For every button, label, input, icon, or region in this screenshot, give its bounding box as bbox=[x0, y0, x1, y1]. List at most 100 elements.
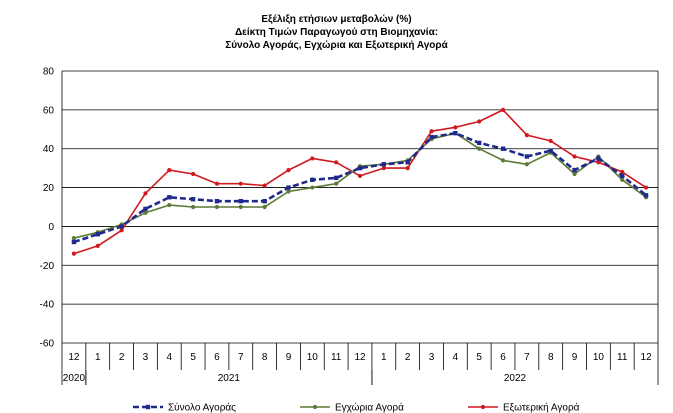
x-tick-label: 4 bbox=[453, 352, 459, 363]
x-tick-label: 11 bbox=[617, 352, 628, 363]
data-point-series-2 bbox=[596, 160, 601, 165]
data-point-series-2 bbox=[167, 167, 172, 173]
x-tick-label: 2 bbox=[119, 352, 125, 363]
x-tick-label: 8 bbox=[548, 352, 554, 363]
data-point-series-0 bbox=[214, 198, 220, 204]
series-lines bbox=[71, 107, 649, 256]
legend-label: Εξωτερική Αγορά bbox=[503, 402, 580, 413]
data-point-series-2 bbox=[119, 228, 124, 233]
data-point-series-2 bbox=[95, 243, 100, 248]
x-tick-label: 1 bbox=[381, 352, 387, 363]
x-tick-label: 11 bbox=[331, 352, 342, 363]
data-point-series-1 bbox=[310, 185, 315, 190]
data-point-series-2 bbox=[191, 171, 196, 177]
data-point-series-1 bbox=[500, 158, 506, 163]
data-point-series-0 bbox=[143, 206, 148, 212]
legend: Σύνολο Αγοράς Εγχώρια Αγορά Εξωτερική Αγορ… bbox=[133, 402, 580, 413]
x-tick-label: 9 bbox=[286, 352, 292, 363]
y-tick-label: 40 bbox=[43, 144, 55, 155]
x-tick-label: 1 bbox=[95, 352, 101, 363]
x-tick-label: 12 bbox=[68, 352, 80, 363]
x-tick-label: 10 bbox=[593, 352, 605, 363]
data-point-series-2 bbox=[310, 156, 315, 161]
data-point-series-2 bbox=[334, 160, 339, 165]
x-tick-label: 3 bbox=[143, 352, 149, 363]
data-point-series-1 bbox=[524, 162, 529, 167]
y-tick-label: 0 bbox=[48, 222, 54, 233]
y-tick-label: -40 bbox=[40, 300, 55, 311]
data-point-series-0 bbox=[453, 130, 458, 136]
x-tick-label: 6 bbox=[500, 352, 506, 363]
data-point-series-0 bbox=[548, 148, 553, 153]
data-point-series-0 bbox=[405, 160, 410, 165]
data-point-series-2 bbox=[453, 125, 458, 130]
x-tick-label: 4 bbox=[166, 352, 172, 363]
data-point-series-0 bbox=[310, 177, 315, 182]
data-point-series-1 bbox=[71, 235, 77, 241]
data-point-series-1 bbox=[167, 202, 172, 208]
data-point-series-0 bbox=[357, 165, 363, 171]
data-point-series-0 bbox=[524, 154, 530, 159]
data-point-series-0 bbox=[333, 175, 339, 181]
x-tick-label: 7 bbox=[238, 352, 244, 363]
data-point-series-2 bbox=[548, 138, 553, 144]
data-point-series-2 bbox=[286, 167, 291, 173]
data-point-series-0 bbox=[500, 146, 506, 151]
data-point-series-2 bbox=[620, 169, 625, 175]
legend-swatch-marker bbox=[480, 404, 486, 410]
x-tick-label: 5 bbox=[190, 352, 196, 363]
series-line-2 bbox=[73, 109, 647, 255]
x-tick-label: 8 bbox=[262, 352, 268, 363]
data-point-series-0 bbox=[95, 232, 100, 237]
data-point-series-2 bbox=[500, 107, 506, 112]
x-tick-label: 12 bbox=[641, 352, 653, 363]
data-point-series-2 bbox=[405, 166, 410, 171]
data-point-series-0 bbox=[620, 173, 625, 179]
data-point-series-1 bbox=[238, 204, 243, 210]
legend-label: Εγχώρια Αγορά bbox=[335, 402, 404, 413]
data-point-series-0 bbox=[596, 156, 601, 161]
data-point-series-1 bbox=[477, 146, 482, 151]
data-point-series-1 bbox=[572, 171, 577, 177]
data-point-series-1 bbox=[191, 204, 196, 210]
legend-label: Σύνολο Αγοράς bbox=[168, 402, 236, 413]
data-point-series-0 bbox=[190, 197, 196, 202]
data-point-series-2 bbox=[572, 154, 577, 159]
data-point-series-0 bbox=[238, 198, 243, 204]
data-point-series-1 bbox=[286, 189, 291, 194]
data-point-series-1 bbox=[334, 181, 339, 186]
chart-title-line-2: Δείκτη Τιμών Παραγωγού στη Βιομηχανία: bbox=[234, 27, 439, 38]
x-tick-label: 9 bbox=[572, 352, 578, 363]
x-tick-label: 12 bbox=[354, 352, 366, 363]
data-point-series-2 bbox=[429, 129, 434, 134]
data-point-series-0 bbox=[429, 134, 434, 140]
data-point-series-0 bbox=[119, 224, 124, 229]
legend-swatch-marker bbox=[312, 404, 318, 410]
x-tick-label: 5 bbox=[476, 352, 482, 363]
data-point-series-1 bbox=[214, 204, 220, 210]
legend-swatch-marker bbox=[145, 404, 151, 410]
data-point-series-2 bbox=[71, 251, 77, 256]
data-point-series-0 bbox=[286, 185, 291, 190]
x-tick-label: 3 bbox=[429, 352, 435, 363]
data-point-series-0 bbox=[572, 167, 577, 173]
data-point-series-1 bbox=[620, 177, 625, 182]
chart-title-line-1: Εξέλιξη ετήσιων μεταβολών (%) bbox=[261, 14, 412, 25]
x-year-label: 2021 bbox=[218, 373, 241, 384]
x-tick-label: 2 bbox=[405, 352, 411, 363]
data-point-series-2 bbox=[214, 181, 220, 186]
data-point-series-1 bbox=[262, 204, 267, 210]
data-point-series-0 bbox=[167, 195, 172, 200]
data-point-series-2 bbox=[381, 166, 386, 171]
data-point-series-2 bbox=[238, 181, 243, 186]
data-point-series-2 bbox=[477, 119, 482, 124]
data-point-series-0 bbox=[477, 140, 482, 146]
data-point-series-2 bbox=[357, 173, 363, 179]
data-point-series-1 bbox=[143, 210, 148, 215]
x-year-label: 2022 bbox=[504, 373, 527, 384]
y-tick-label: -20 bbox=[40, 261, 55, 272]
x-tick-label: 6 bbox=[214, 352, 220, 363]
data-point-series-0 bbox=[71, 239, 77, 245]
